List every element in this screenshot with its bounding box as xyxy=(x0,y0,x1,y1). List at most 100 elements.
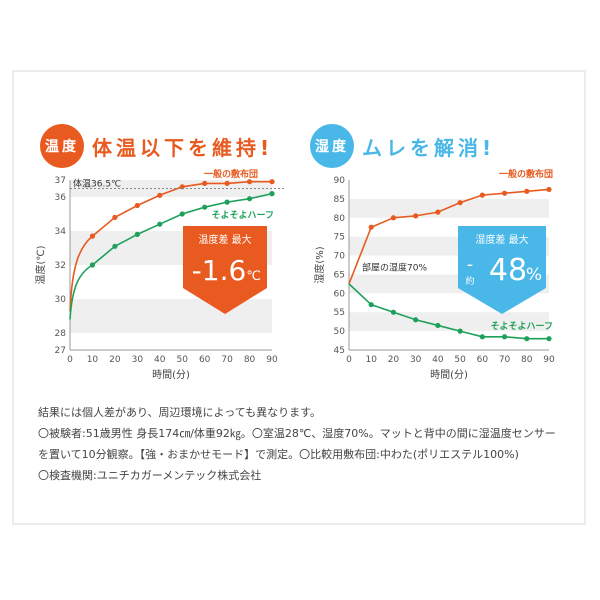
temperature-badge: 温度 xyxy=(40,124,84,168)
x-tick-label: 50 xyxy=(454,355,466,365)
data-point xyxy=(202,204,208,210)
callout-label: 湿度差 最大 xyxy=(475,233,528,246)
data-point xyxy=(479,334,485,340)
note-line: 結果には個人差があり、周辺環境によっても異なります。 xyxy=(38,406,322,419)
x-tick-label: 0 xyxy=(67,355,73,365)
x-tick-label: 60 xyxy=(199,355,211,365)
notes: 結果には個人差があり、周辺環境によっても異なります。 〇被験者:51歳男性 身長… xyxy=(38,402,568,486)
x-tick-label: 70 xyxy=(221,355,233,365)
x-tick-label: 90 xyxy=(266,355,278,365)
y-axis-label: 温度(℃) xyxy=(34,245,47,284)
y-axis-label: 湿度(%) xyxy=(313,246,326,283)
difference-callout xyxy=(183,226,267,314)
x-tick-label: 10 xyxy=(365,355,377,365)
series-label: そよそよハーフ xyxy=(491,321,553,332)
x-axis-label: 時間(分) xyxy=(152,369,190,381)
data-point xyxy=(479,192,485,198)
data-point xyxy=(269,191,275,197)
series-line-standard-futon xyxy=(348,188,550,285)
callout-unit: ℃ xyxy=(246,269,261,284)
series-line-standard-futon xyxy=(69,180,272,311)
difference-callout xyxy=(458,226,546,314)
note-line: 〇被験者:51歳男性 身長174㎝/体重92㎏。〇室温28℃、湿度70%。マット… xyxy=(38,427,556,440)
y-tick-label: 85 xyxy=(334,195,345,205)
temperature-chart: 27 28 30 32 34 36 37 0 10 20 30 40 50 60 70 80 90 時間(分) 温度… xyxy=(34,168,284,381)
data-point xyxy=(524,188,530,194)
x-tick-label: 50 xyxy=(176,355,188,365)
callout-prefix: - xyxy=(467,254,474,275)
data-point xyxy=(202,180,208,186)
note-line: 〇検査機関:ユニチカガーメンテック株式会社 xyxy=(38,469,262,482)
humidity-chart: 45 50 55 60 65 70 75 80 85 90 0 10 20 30 40 50 60 70 80 90 時… xyxy=(313,168,555,381)
data-point xyxy=(368,302,374,308)
temperature-heading: 温度 体温以下を維持! xyxy=(40,124,273,168)
callout-value: 48 xyxy=(489,253,527,288)
data-point xyxy=(246,196,253,202)
y-tick-label: 55 xyxy=(334,308,345,318)
data-point xyxy=(224,199,230,205)
humidity-badge: 湿度 xyxy=(310,124,354,168)
data-point xyxy=(224,180,230,186)
note-line: を置いて10分観察。【強・おまかせモード】で測定。〇比較用敷布団:中わた(ポリエ… xyxy=(38,448,519,461)
grid-band xyxy=(70,299,272,333)
data-point xyxy=(457,328,463,334)
y-tick-label: 32 xyxy=(55,261,66,271)
x-tick-label: 80 xyxy=(244,355,256,365)
data-point xyxy=(179,211,185,217)
x-axis-label: 時間(分) xyxy=(430,369,468,381)
series-label: そよそよハーフ xyxy=(212,210,274,221)
data-point xyxy=(134,202,140,209)
y-tick-label: 80 xyxy=(334,214,346,224)
data-point xyxy=(157,221,163,227)
y-tick-label: 75 xyxy=(334,233,345,243)
x-tick-label: 40 xyxy=(432,355,444,365)
data-point xyxy=(457,200,463,206)
data-point xyxy=(390,309,397,315)
y-tick-label: 27 xyxy=(55,346,66,356)
x-tick-label: 20 xyxy=(109,355,121,365)
x-tick-label: 60 xyxy=(477,355,489,365)
data-point xyxy=(89,233,96,239)
x-tick-label: 80 xyxy=(521,355,533,365)
callout-unit: % xyxy=(526,265,542,285)
data-point xyxy=(435,209,441,215)
data-point xyxy=(269,179,275,185)
grid-band xyxy=(349,198,549,218)
callout-value: -1.6 xyxy=(192,254,247,287)
grid-band xyxy=(349,312,549,332)
data-point xyxy=(368,224,374,230)
series-label: 一般の敷布団 xyxy=(204,168,258,180)
data-point xyxy=(112,214,118,220)
data-point xyxy=(501,190,508,196)
data-point xyxy=(501,334,508,340)
x-tick-label: 40 xyxy=(154,355,166,365)
data-point xyxy=(157,192,163,198)
callout-label: 温度差 最大 xyxy=(198,233,251,246)
data-point xyxy=(134,231,140,237)
data-point xyxy=(89,262,96,268)
humidity-heading: 湿度 ムレを解消! xyxy=(310,124,495,168)
callout-approx: 約 xyxy=(465,275,474,287)
y-tick-label: 37 xyxy=(55,176,66,186)
data-point xyxy=(413,213,419,219)
y-tick-label: 50 xyxy=(334,327,346,337)
y-tick-label: 28 xyxy=(55,329,67,339)
reference-label: 体温36.5℃ xyxy=(73,178,121,190)
x-tick-label: 10 xyxy=(87,355,99,365)
y-tick-label: 36 xyxy=(55,193,67,203)
y-tick-label: 60 xyxy=(334,289,346,299)
data-point xyxy=(246,179,253,185)
x-tick-label: 30 xyxy=(410,355,422,365)
y-tick-label: 65 xyxy=(334,270,345,280)
x-tick-label: 70 xyxy=(499,355,511,365)
humidity-headline: ムレを解消! xyxy=(362,135,496,160)
series-label: 一般の敷布団 xyxy=(499,168,553,180)
data-point xyxy=(112,243,118,249)
x-tick-label: 0 xyxy=(346,355,352,365)
data-point xyxy=(546,186,552,193)
y-tick-label: 90 xyxy=(334,176,346,186)
data-point xyxy=(413,317,419,323)
y-tick-label: 70 xyxy=(334,252,346,262)
data-point xyxy=(524,336,530,342)
room-humidity-label: 部屋の湿度70% xyxy=(362,262,427,274)
